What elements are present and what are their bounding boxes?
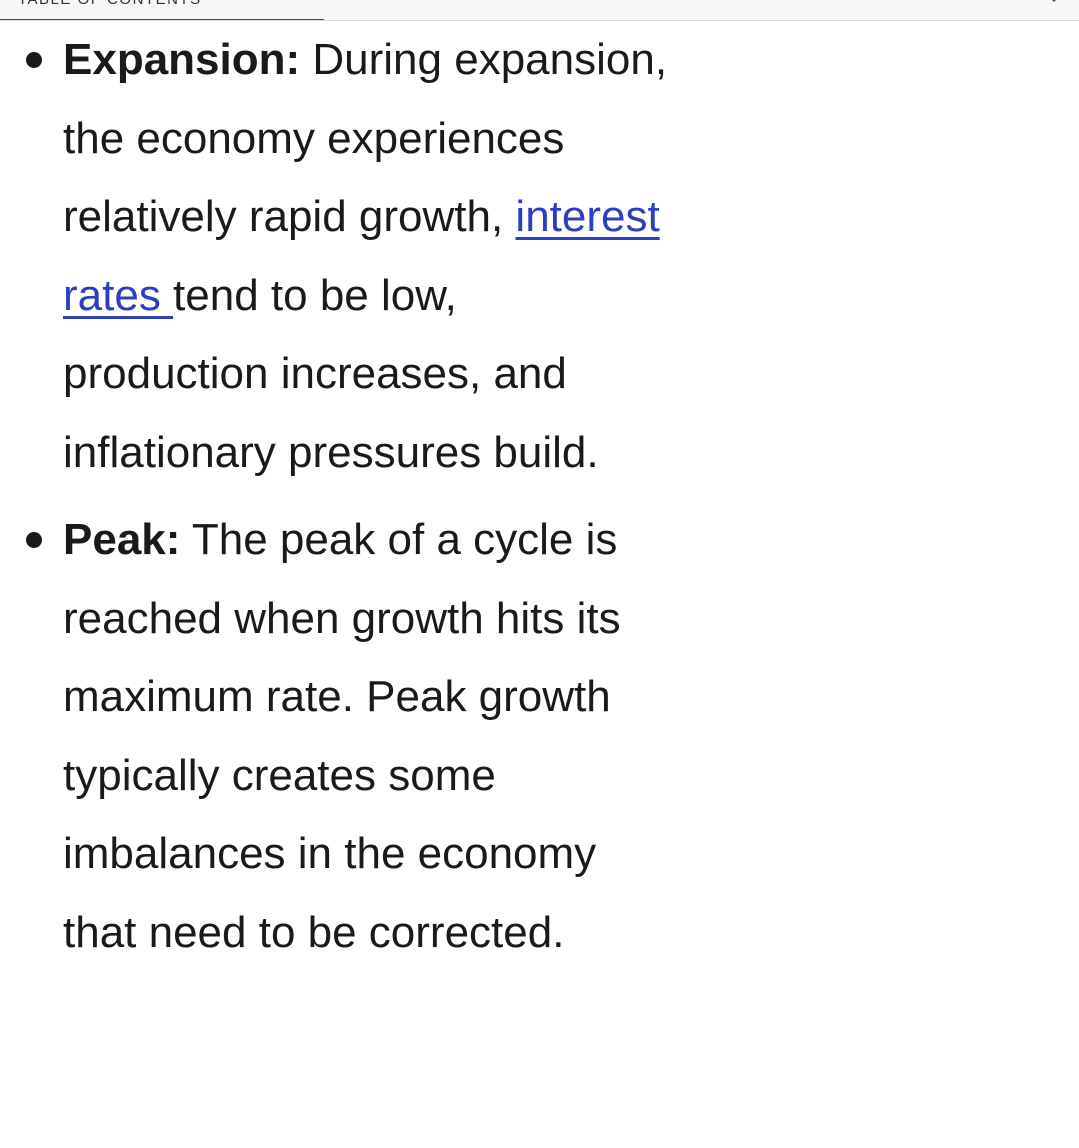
business-cycle-list: Expansion: During expansion, the economy… (0, 21, 1079, 972)
term-expansion: Expansion: (63, 35, 301, 84)
toc-label: TABLE OF CONTENTS (18, 0, 202, 8)
expansion-text-start: During expansion, the economy experience… (63, 35, 668, 241)
term-peak: Peak: (63, 515, 181, 564)
interest-rates-link[interactable]: interest rates (63, 192, 660, 320)
list-item-peak: Peak: The peak of a cycle is reached whe… (0, 501, 673, 972)
article-content: Expansion: During expansion, the economy… (0, 21, 1079, 972)
table-of-contents-bar[interactable]: TABLE OF CONTENTS (0, 0, 1079, 21)
reading-progress-bar (0, 19, 324, 20)
bullet-icon (26, 532, 42, 548)
chevron-down-icon[interactable] (1049, 0, 1059, 3)
bullet-icon (26, 52, 42, 68)
peak-text: The peak of a cycle is reached when grow… (63, 515, 621, 957)
list-item-expansion: Expansion: During expansion, the economy… (0, 21, 673, 492)
expansion-text-end: tend to be low, production increases, an… (63, 270, 599, 477)
